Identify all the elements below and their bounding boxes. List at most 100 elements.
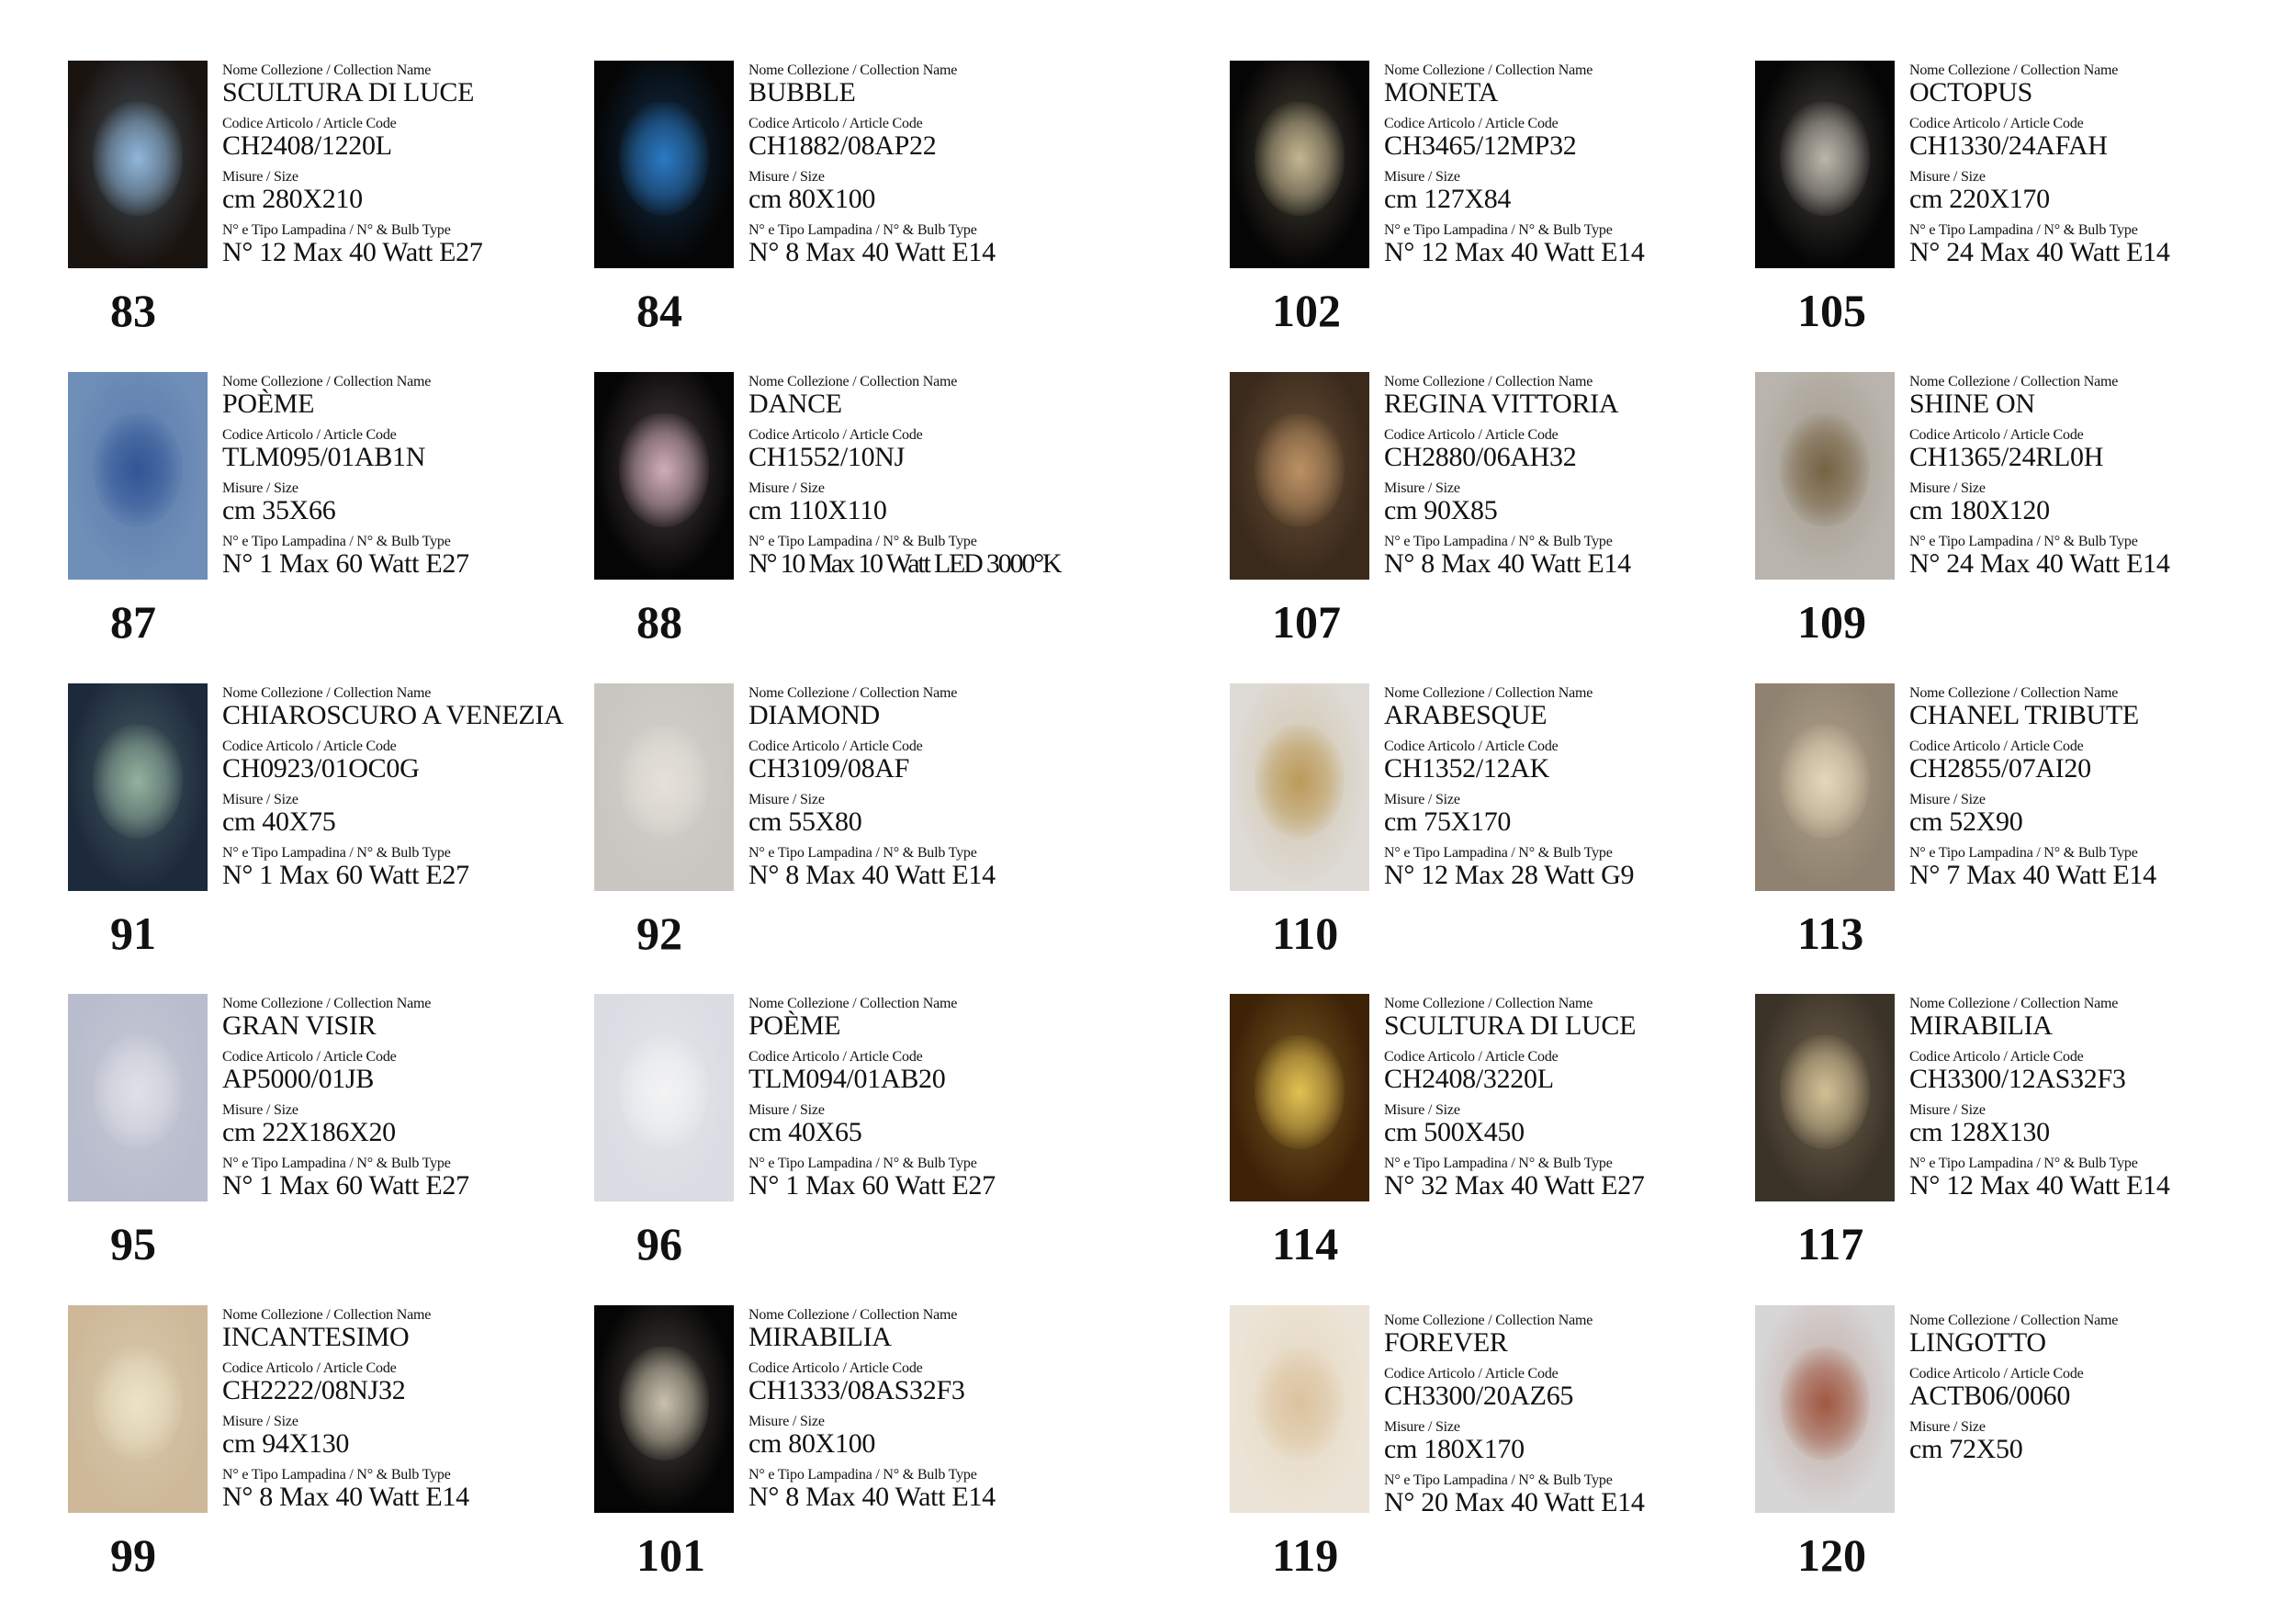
page-number: 83 — [110, 285, 156, 336]
bulb-value: N° 12 Max 40 Watt E27 — [222, 237, 483, 267]
bulb-label: N° e Tipo Lampadina / N° & Bulb Type — [222, 1467, 451, 1483]
article-code: CH1365/24RL0H — [1909, 442, 2104, 472]
bulb-label: N° e Tipo Lampadina / N° & Bulb Type — [748, 534, 977, 549]
product-entry: Nome Collezione / Collection Name SCULTU… — [68, 61, 582, 364]
bulb-value: N° 24 Max 40 Watt E14 — [1909, 548, 2170, 579]
code-label: Codice Articolo / Article Code — [1384, 1049, 1559, 1065]
size-value: cm 40X65 — [748, 1117, 862, 1147]
bulb-value: N° 7 Max 40 Watt E14 — [1909, 860, 2156, 890]
collection-label: Nome Collezione / Collection Name — [222, 62, 432, 78]
collection-label: Nome Collezione / Collection Name — [222, 374, 432, 389]
size-label: Misure / Size — [222, 1102, 298, 1118]
size-label: Misure / Size — [1384, 1419, 1460, 1435]
product-entry: Nome Collezione / Collection Name SCULTU… — [1230, 994, 1744, 1297]
bulb-label: N° e Tipo Lampadina / N° & Bulb Type — [748, 845, 977, 861]
product-entry: Nome Collezione / Collection Name OCTOPU… — [1755, 61, 2269, 364]
product-details: Nome Collezione / Collection Name MIRABI… — [748, 1307, 1116, 1520]
code-label: Codice Articolo / Article Code — [1384, 1366, 1559, 1382]
product-photo — [1230, 683, 1369, 891]
article-code: CH3300/12AS32F3 — [1909, 1064, 2126, 1094]
bulb-label: N° e Tipo Lampadina / N° & Bulb Type — [1909, 222, 2138, 238]
collection-label: Nome Collezione / Collection Name — [222, 685, 432, 701]
size-value: cm 500X450 — [1384, 1117, 1525, 1147]
collection-label: Nome Collezione / Collection Name — [1384, 685, 1593, 701]
code-label: Codice Articolo / Article Code — [748, 739, 923, 754]
page-number: 119 — [1272, 1529, 1339, 1581]
collection-name: LINGOTTO — [1909, 1327, 2046, 1358]
product-entry: Nome Collezione / Collection Name GRAN V… — [68, 994, 582, 1297]
size-label: Misure / Size — [748, 792, 825, 807]
product-details: Nome Collezione / Collection Name SCULTU… — [222, 62, 590, 276]
size-value: cm 52X90 — [1909, 806, 2023, 837]
page-number: 102 — [1272, 285, 1341, 336]
product-entry: Nome Collezione / Collection Name DANCE … — [594, 372, 1109, 675]
bulb-label: N° e Tipo Lampadina / N° & Bulb Type — [1909, 845, 2138, 861]
collection-label: Nome Collezione / Collection Name — [1909, 374, 2119, 389]
code-label: Codice Articolo / Article Code — [222, 739, 397, 754]
page-number: 87 — [110, 596, 156, 648]
product-photo — [594, 1305, 734, 1513]
code-label: Codice Articolo / Article Code — [748, 1049, 923, 1065]
size-value: cm 80X100 — [748, 184, 876, 214]
product-details: Nome Collezione / Collection Name REGINA… — [1384, 374, 1751, 587]
collection-name: CHANEL TRIBUTE — [1909, 700, 2139, 730]
article-code: TLM094/01AB20 — [748, 1064, 946, 1094]
size-value: cm 75X170 — [1384, 806, 1512, 837]
size-value: cm 180X170 — [1384, 1434, 1525, 1464]
product-entry: Nome Collezione / Collection Name DIAMON… — [594, 683, 1109, 987]
product-photo — [1755, 61, 1895, 268]
bulb-label: N° e Tipo Lampadina / N° & Bulb Type — [222, 1156, 451, 1171]
article-code: CH2880/06AH32 — [1384, 442, 1577, 472]
size-value: cm 22X186X20 — [222, 1117, 396, 1147]
product-photo — [68, 683, 208, 891]
product-details: Nome Collezione / Collection Name OCTOPU… — [1909, 62, 2277, 276]
size-value: cm 94X130 — [222, 1428, 350, 1459]
collection-label: Nome Collezione / Collection Name — [748, 1307, 958, 1323]
page-number: 114 — [1272, 1218, 1339, 1269]
size-value: cm 128X130 — [1909, 1117, 2050, 1147]
article-code: CH3465/12MP32 — [1384, 130, 1577, 161]
product-entry: Nome Collezione / Collection Name CHIARO… — [68, 683, 582, 987]
bulb-value: N° 8 Max 40 Watt E14 — [1384, 548, 1631, 579]
collection-label: Nome Collezione / Collection Name — [1909, 996, 2119, 1011]
collection-name: DIAMOND — [748, 700, 880, 730]
collection-name: REGINA VITTORIA — [1384, 389, 1619, 419]
collection-label: Nome Collezione / Collection Name — [222, 1307, 432, 1323]
code-label: Codice Articolo / Article Code — [1909, 116, 2084, 131]
article-code: CH3109/08AF — [748, 753, 910, 784]
bulb-value: N° 32 Max 40 Watt E27 — [1384, 1170, 1645, 1201]
page-number: 113 — [1797, 908, 1864, 959]
page-number: 84 — [636, 285, 682, 336]
product-details: Nome Collezione / Collection Name GRAN V… — [222, 996, 590, 1209]
product-photo — [1230, 1305, 1369, 1513]
size-value: cm 220X170 — [1909, 184, 2050, 214]
collection-label: Nome Collezione / Collection Name — [222, 996, 432, 1011]
bulb-value: N° 8 Max 40 Watt E14 — [222, 1482, 469, 1512]
article-code: CH1552/10NJ — [748, 442, 906, 472]
collection-name: DANCE — [748, 389, 842, 419]
article-code: CH0923/01OC0G — [222, 753, 420, 784]
code-label: Codice Articolo / Article Code — [748, 116, 923, 131]
size-value: cm 110X110 — [748, 495, 887, 525]
article-code: CH1882/08AP22 — [748, 130, 937, 161]
page-number: 99 — [110, 1529, 156, 1581]
size-label: Misure / Size — [1909, 792, 1986, 807]
page-number: 96 — [636, 1218, 682, 1269]
code-label: Codice Articolo / Article Code — [1909, 1366, 2084, 1382]
code-label: Codice Articolo / Article Code — [1384, 427, 1559, 443]
product-details: Nome Collezione / Collection Name POÈME … — [748, 996, 1116, 1209]
size-value: cm 35X66 — [222, 495, 336, 525]
product-entry: Nome Collezione / Collection Name LINGOT… — [1755, 1305, 2269, 1608]
page-number: 101 — [636, 1529, 705, 1581]
bulb-value: N° 1 Max 60 Watt E27 — [222, 860, 469, 890]
collection-name: MONETA — [1384, 77, 1499, 107]
code-label: Codice Articolo / Article Code — [1384, 739, 1559, 754]
size-label: Misure / Size — [222, 792, 298, 807]
bulb-value: N° 10 Max 10 Watt LED 3000°K — [748, 548, 1063, 579]
collection-name: MIRABILIA — [748, 1322, 892, 1352]
product-entry: Nome Collezione / Collection Name POÈME … — [68, 372, 582, 675]
code-label: Codice Articolo / Article Code — [1909, 739, 2084, 754]
code-label: Codice Articolo / Article Code — [222, 427, 397, 443]
size-label: Misure / Size — [222, 480, 298, 496]
article-code: CH1330/24AFAH — [1909, 130, 2108, 161]
